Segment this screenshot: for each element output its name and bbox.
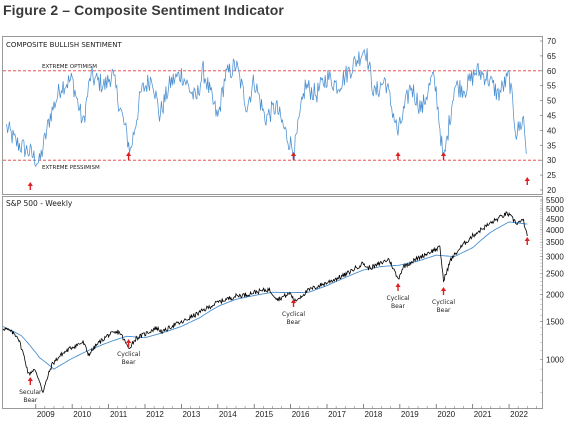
sentiment-arrow-head [290,152,297,156]
x-axis-tick-label: 2011 [110,410,128,419]
sp500-y-tick-label: 5000 [546,205,564,214]
sp500-y-tick-label: 1000 [546,355,564,364]
sp500-y-tick-label: 3000 [546,253,564,262]
annotation-label: Secular [19,389,42,396]
x-axis-tick-label: 2022 [510,410,528,419]
annotation-label: Bear [391,303,405,310]
x-axis-tick-label: 2015 [255,410,273,419]
sp500-moving-average-line [2,221,528,370]
x-axis-tick-label: 2017 [328,410,346,419]
sp500-arrow-head [27,377,33,381]
sp500-arrow-head [440,287,447,291]
x-axis-tick-label: 2021 [474,410,492,419]
sentiment-y-tick-label: 70 [547,37,556,46]
sentiment-arrow-head [440,152,447,156]
extreme-optimism-label: EXTREME OPTIMISM [42,64,97,70]
x-axis-tick-label: 2014 [219,410,237,419]
sentiment-arrow-head [395,152,401,156]
sp500-price-line [2,211,528,394]
sentiment-y-tick-label: 20 [547,186,556,195]
sentiment-y-tick-label: 25 [547,171,556,180]
sp500-y-tick-label: 4500 [546,215,564,224]
sentiment-plot-layer: 20 25 30 35 40 45 50 55 60 65 70 EXTREME OPTIMISM EX… [3,37,556,195]
sp500-arrow-head [126,339,132,343]
sentiment-y-tick-label: 40 [547,126,556,135]
annotation-label: Bear [287,319,301,326]
figure-title: Figure 2 – Composite Sentiment Indicator [3,2,284,18]
x-axis-tick-label: 2013 [182,410,200,419]
x-axis-tick-label: 2018 [365,410,383,419]
annotation-label: Cyclical [387,295,410,302]
extreme-pessimism-label: EXTREME PESSIMISM [42,165,100,171]
sp500-plot-layer: 1000 1500 2000 2500 3000 3500 4000 450050005500… [2,196,564,419]
x-axis-tick-label: 2012 [146,410,164,419]
sentiment-y-tick-label: 50 [547,97,556,106]
sp500-y-tick-label: 2500 [546,270,564,279]
x-axis-tick-label: 2010 [73,410,91,419]
annotation-label: Cyclical [432,299,455,306]
sentiment-series-line [6,48,527,168]
sentiment-arrow-head [27,182,33,186]
sp500-arrow-head [290,299,297,303]
sp500-arrow-head [395,283,401,287]
sentiment-y-tick-label: 35 [547,141,556,150]
sentiment-y-tick-label: 60 [547,67,556,76]
sentiment-panel-title: COMPOSITE BULLISH SENTIMENT [6,41,122,49]
sp500-y-tick-label: 1500 [546,317,564,326]
sp500-panel-title: S&P 500 - Weekly [6,199,73,208]
sp500-y-tick-label: 4000 [546,226,564,235]
sentiment-arrow-head [126,152,132,156]
annotation-label: Bear [122,359,136,366]
sp500-y-tick-label: 3500 [546,238,564,247]
annotation-label: Bear [23,397,37,404]
sentiment-arrow-head [524,177,530,181]
sentiment-y-tick-label: 55 [547,82,556,91]
sp500-y-tick-label: 2000 [546,291,564,300]
sentiment-y-tick-label: 30 [547,156,556,165]
annotation-label: Bear [437,307,451,314]
annotation-label: Cyclical [282,311,305,318]
sp500-y-tick-label: 5500 [546,196,564,205]
sp500-arrow-head [524,237,530,241]
x-axis-tick-label: 2016 [292,410,310,419]
x-axis-tick-label: 2019 [401,410,419,419]
sentiment-y-tick-label: 45 [547,112,556,121]
annotation-label: Cyclical [117,351,140,358]
sp500-panel-frame [2,196,543,409]
sentiment-y-tick-label: 65 [547,52,556,61]
x-axis-tick-label: 2009 [37,410,55,419]
x-axis-tick-label: 2020 [437,410,455,419]
